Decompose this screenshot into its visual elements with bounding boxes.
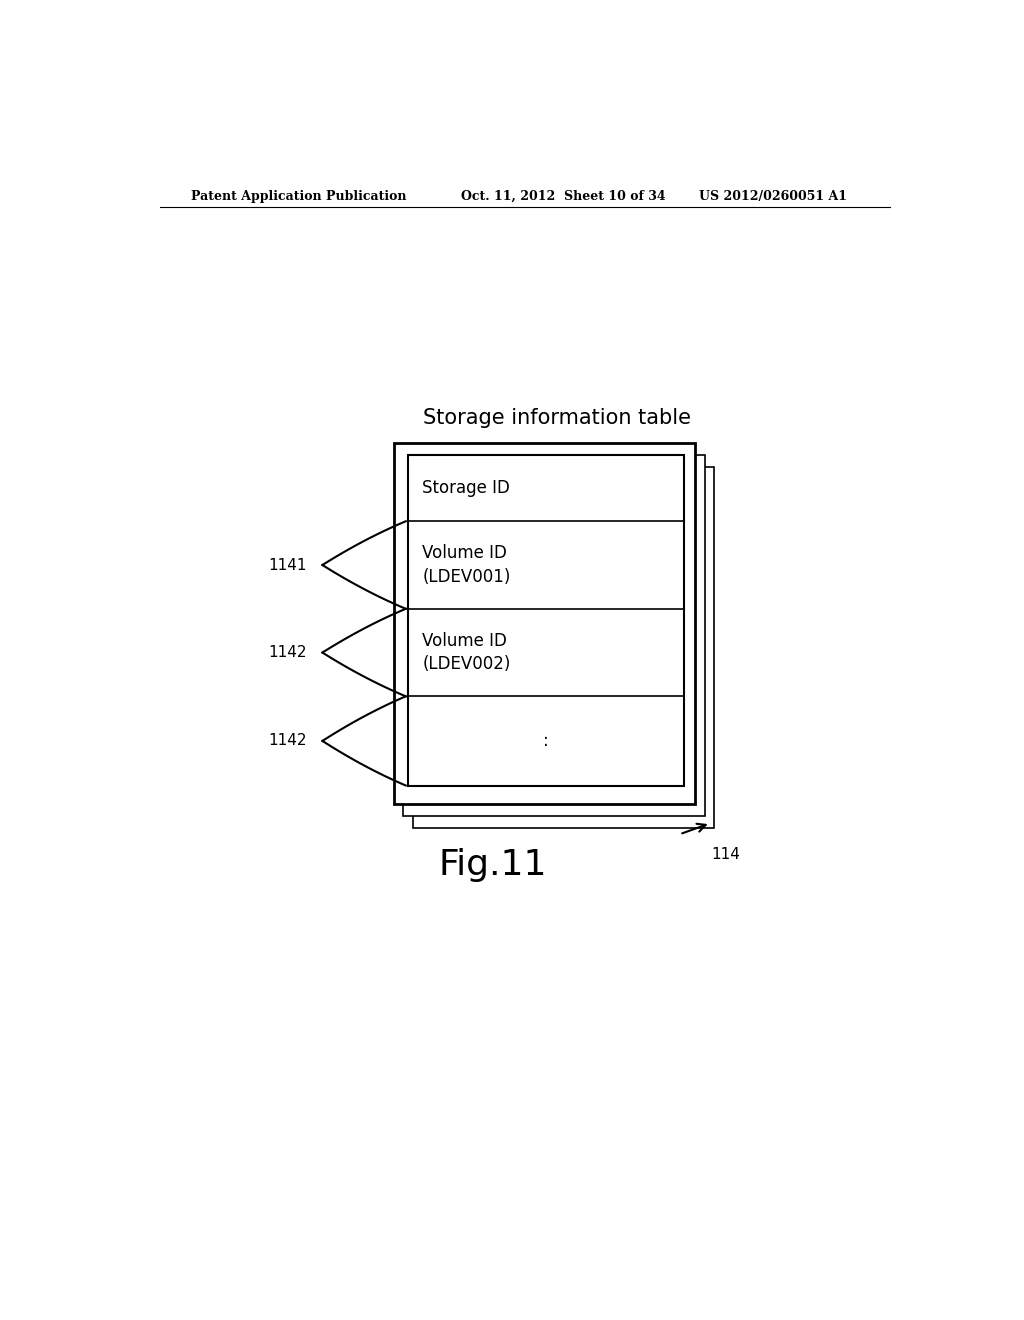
Text: Patent Application Publication: Patent Application Publication	[191, 190, 407, 202]
Text: :: :	[543, 731, 549, 750]
Bar	[403, 455, 705, 816]
Bar	[394, 444, 695, 804]
Text: Volume ID
(LDEV001): Volume ID (LDEV001)	[423, 544, 511, 586]
Text: Fig.11: Fig.11	[439, 847, 547, 882]
Text: US 2012/0260051 A1: US 2012/0260051 A1	[699, 190, 848, 202]
Text: 1141: 1141	[268, 557, 306, 573]
Text: Storage ID: Storage ID	[423, 479, 510, 498]
Bar	[409, 455, 684, 785]
Text: 114: 114	[712, 847, 740, 862]
Text: 1142: 1142	[268, 734, 306, 748]
Text: Volume ID
(LDEV002): Volume ID (LDEV002)	[423, 632, 511, 673]
Text: Storage information table: Storage information table	[423, 408, 690, 428]
Text: Oct. 11, 2012  Sheet 10 of 34: Oct. 11, 2012 Sheet 10 of 34	[461, 190, 666, 202]
Text: 1142: 1142	[268, 645, 306, 660]
Bar	[413, 467, 715, 828]
